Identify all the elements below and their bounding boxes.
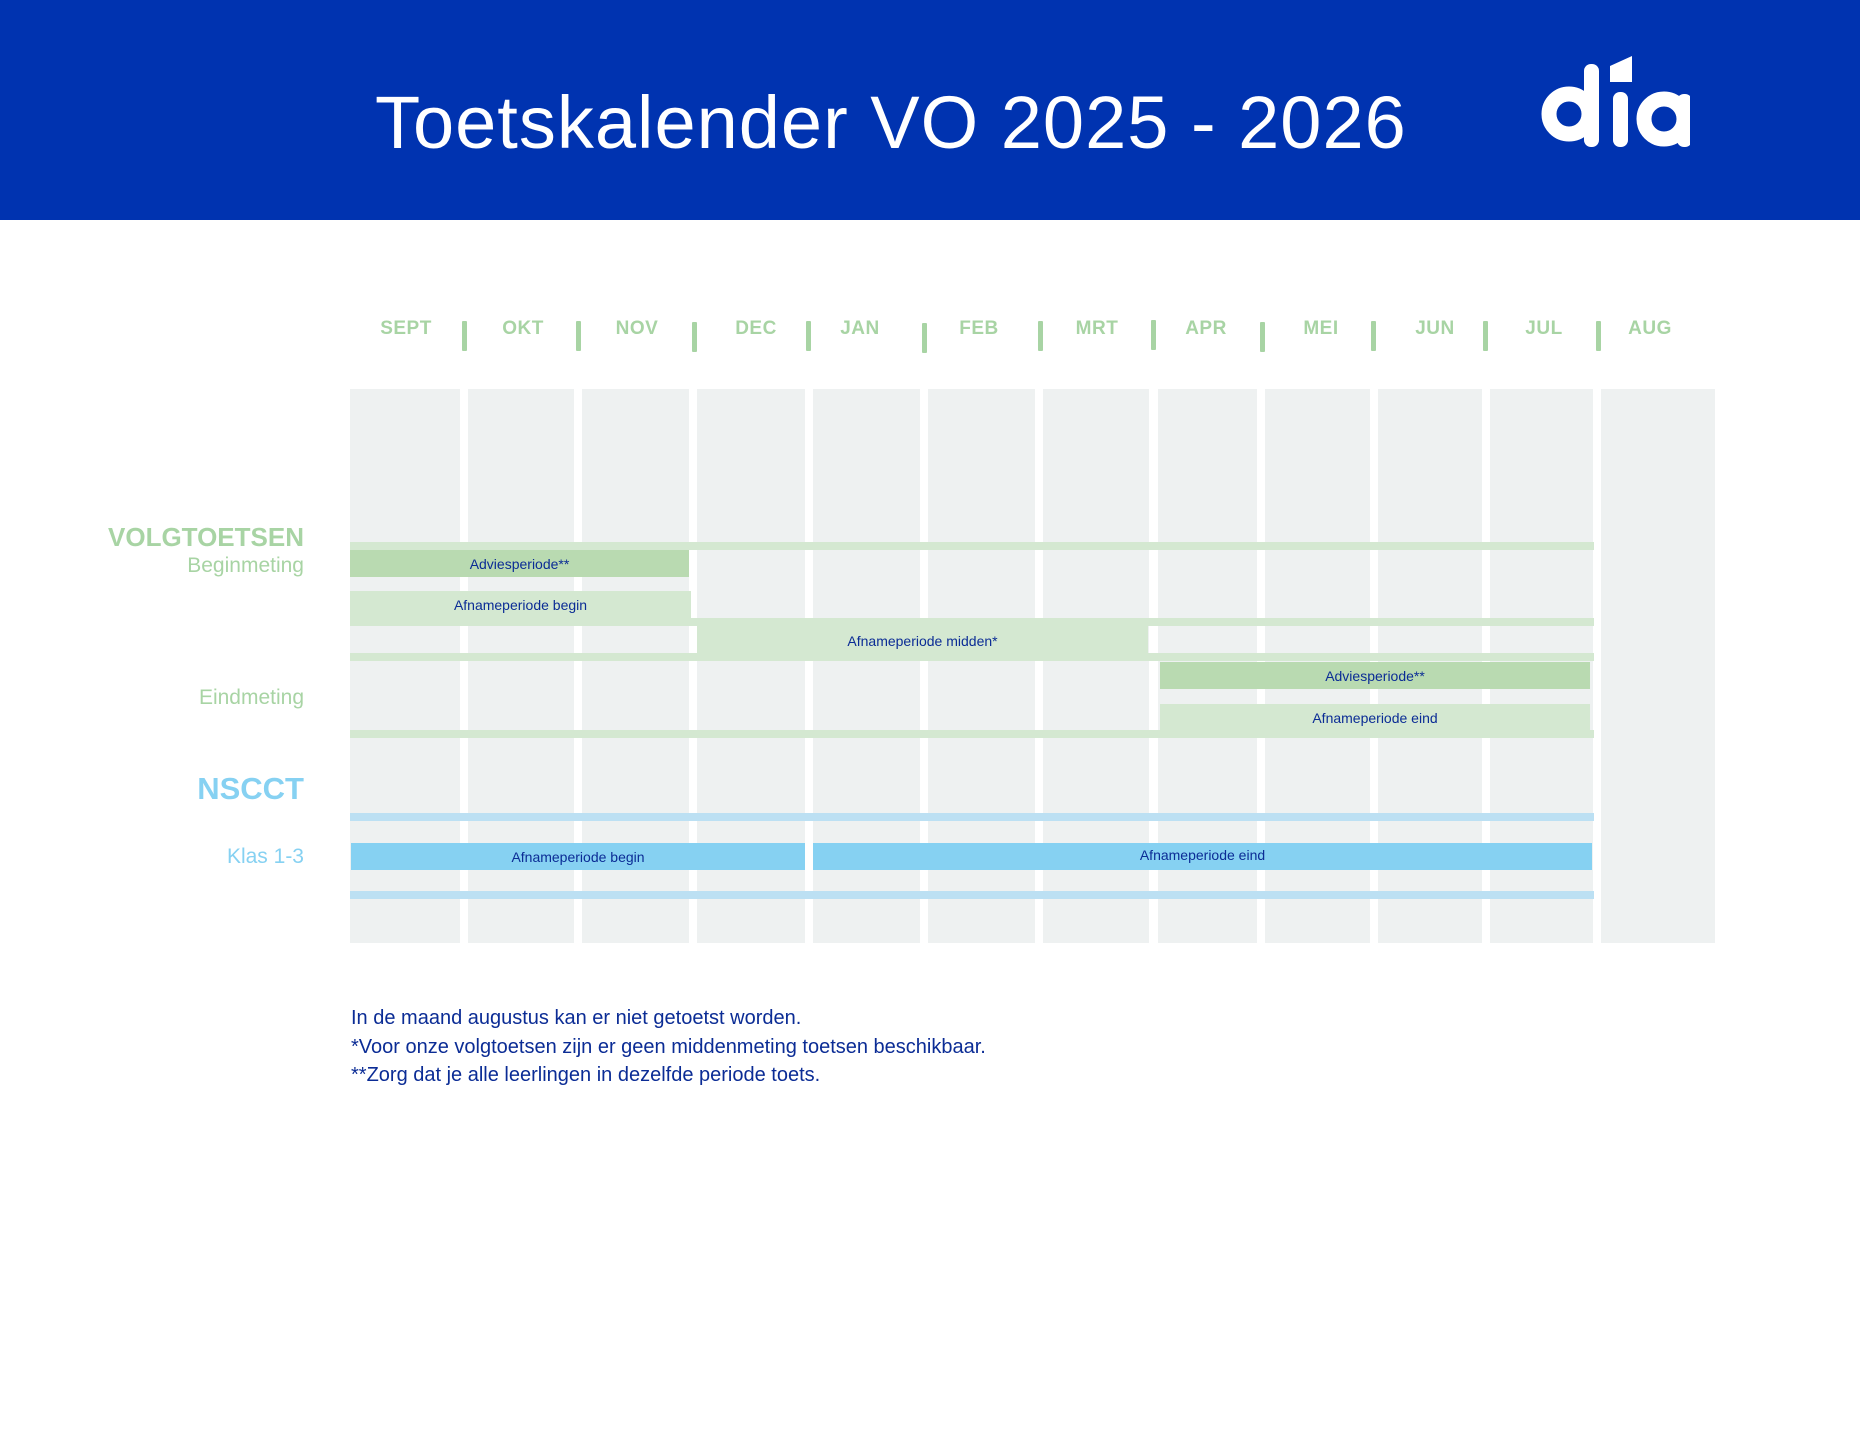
header-banner: Toetskalender VO 2025 - 2026 dia	[0, 0, 1860, 220]
month-label-dec: DEC	[735, 318, 777, 339]
month-separator	[462, 321, 467, 351]
period-bar-afnameperiode-eind: Afnameperiode eind	[1160, 704, 1590, 731]
month-separator	[806, 321, 811, 351]
period-bar-nscct-eind: Afnameperiode eind	[813, 843, 1592, 870]
section-label-nscct: NSCCT	[197, 771, 304, 806]
row-label-beginmeting: Beginmeting	[187, 554, 304, 577]
footnotes: In de maand augustus kan er niet getoets…	[351, 1004, 986, 1090]
row-label-klas: Klas 1-3	[226, 845, 304, 868]
period-bar-label: Afnameperiode eind	[1312, 709, 1438, 726]
footnote-dezelfde-periode: **Zorg dat je alle leerlingen in dezelfd…	[351, 1064, 821, 1086]
month-label-mrt: MRT	[1075, 318, 1119, 339]
divider-band	[350, 891, 1594, 899]
month-separator	[1596, 321, 1601, 351]
period-bar-adviesperiode-begin: Adviesperiode**	[350, 550, 689, 577]
period-bar-label: Adviesperiode**	[469, 555, 570, 572]
month-label-jun: JUN	[1415, 318, 1455, 339]
month-separator	[1038, 321, 1043, 351]
period-bar-afnameperiode-midden: Afnameperiode midden*	[697, 626, 1148, 656]
divider-band	[350, 542, 1594, 550]
month-label-jul: JUL	[1525, 318, 1563, 339]
footnote-middenmeting: *Voor onze volgtoetsen zijn er geen midd…	[351, 1035, 986, 1058]
divider-band	[350, 813, 1594, 821]
period-bar-label: Afnameperiode begin	[511, 848, 645, 865]
period-bar-label: Afnameperiode eind	[1139, 846, 1266, 863]
period-bar-label: Afnameperiode midden*	[847, 633, 998, 649]
month-label-okt: OKT	[502, 318, 544, 339]
month-separator	[1151, 320, 1156, 350]
page-title: Toetskalender VO 2025 - 2026	[375, 81, 1407, 164]
period-bar-adviesperiode-eind: Adviesperiode**	[1160, 662, 1590, 689]
month-separator	[1483, 321, 1488, 351]
month-separator	[922, 323, 927, 353]
divider-band	[350, 730, 1594, 738]
month-label-jan: JAN	[840, 318, 880, 339]
month-separator	[576, 321, 581, 351]
month-separator	[1260, 322, 1265, 352]
section-label-volgtoetsen: VOLGTOETSEN	[108, 522, 304, 552]
month-label-apr: APR	[1185, 318, 1227, 339]
month-label-nov: NOV	[615, 318, 659, 339]
month-label-mei: MEI	[1303, 318, 1339, 339]
period-bar-label: Afnameperiode begin	[453, 596, 588, 613]
month-separator	[692, 322, 697, 352]
month-label-sept: SEPT	[380, 318, 432, 339]
divider-band	[350, 653, 1594, 661]
month-separator	[1371, 321, 1376, 351]
row-label-eindmeting: Eindmeting	[198, 686, 304, 709]
period-bar-nscct-begin: Afnameperiode begin	[351, 843, 805, 870]
period-bar-afnameperiode-begin: Afnameperiode begin	[350, 591, 691, 618]
divider-band	[350, 618, 1594, 626]
dia-logo: dia	[1541, 56, 1690, 147]
month-label-aug: AUG	[1628, 318, 1672, 339]
month-label-feb: FEB	[959, 318, 999, 339]
period-bar-label: Adviesperiode**	[1325, 667, 1425, 684]
footnote-august: In de maand augustus kan er niet getoets…	[351, 1007, 802, 1029]
month-column-aug	[1601, 389, 1715, 943]
